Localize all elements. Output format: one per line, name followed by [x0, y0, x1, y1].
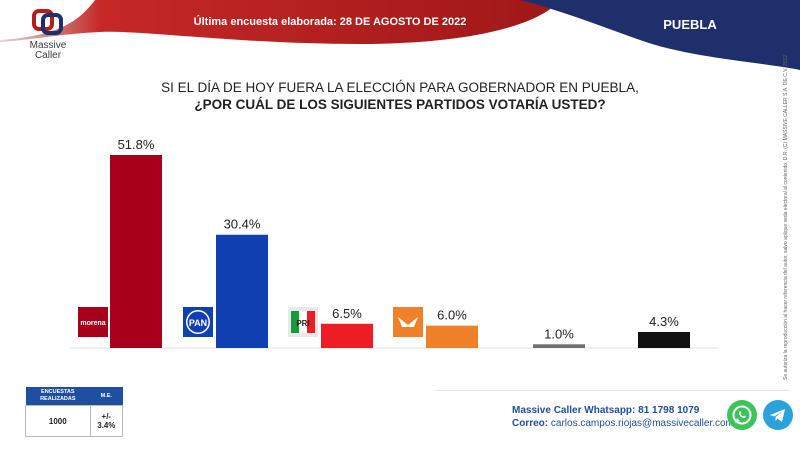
margin-error-header: M.E.	[90, 387, 123, 406]
whatsapp-label: Massive Caller Whatsapp:	[512, 405, 636, 416]
contact-whatsapp: Massive Caller Whatsapp: 81 1798 1079	[512, 405, 699, 416]
email-label: Correo:	[512, 418, 549, 429]
question-line-2: ¿POR CUÁL DE LOS SIGUIENTES PARTIDOS VOT…	[194, 97, 606, 112]
bar-1	[216, 234, 268, 348]
telegram-icon[interactable]	[763, 400, 793, 430]
morena-logo-icon: morena	[78, 307, 108, 337]
pan-logo-text: PAN	[189, 318, 207, 328]
survey-info-table: ENCUESTAS REALIZADAS M.E. 1000 +/- 3.4%	[25, 387, 124, 437]
whatsapp-glyph-icon	[732, 405, 752, 425]
surveys-header: ENCUESTAS REALIZADAS	[25, 387, 91, 406]
mc-logo-icon	[393, 307, 423, 337]
bar-value-label-1: 30.4%	[224, 217, 261, 232]
top-banner	[0, 0, 800, 70]
bar-value-label-0: 51.8%	[118, 137, 155, 152]
telegram-glyph-icon	[770, 409, 785, 422]
copyright-note: Se autoriza la reproducción al hacer ref…	[783, 55, 791, 380]
margin-error-value: +/- 3.4%	[89, 405, 124, 437]
copyright-text: Se autoriza la reproducción al hacer ref…	[783, 55, 789, 380]
pri-logo-text: PRI	[296, 319, 309, 328]
massive-caller-logo-icon	[32, 9, 63, 35]
whatsapp-icon[interactable]	[727, 400, 757, 430]
bar-value-label-2: 6.5%	[332, 306, 362, 321]
massive-caller-logo: Massive Caller	[18, 8, 78, 61]
question-line-1: SI EL DÍA DE HOY FUERA LA ELECCIÓN PARA …	[161, 80, 639, 95]
bar-2	[321, 323, 373, 348]
footer-divider	[435, 390, 790, 391]
bar-0	[110, 155, 162, 348]
bar-4	[533, 344, 585, 348]
survey-date: Última encuesta elaborada: 28 DE AGOSTO …	[193, 16, 467, 28]
brand-line-2: Caller	[34, 50, 62, 61]
surveys-value: 1000	[25, 405, 91, 437]
bar-value-label-3: 6.0%	[437, 308, 467, 323]
pri-logo-icon: PRI	[288, 307, 318, 337]
state-name: PUEBLA	[663, 17, 717, 32]
email-address[interactable]: carlos.campos.riojas@massivecaller.com	[550, 418, 734, 429]
morena-logo-text: morena	[80, 320, 105, 327]
whatsapp-number: 81 1798 1079	[638, 405, 700, 416]
bar-3	[426, 325, 478, 348]
brand-line-1: Massive	[29, 40, 67, 51]
bar-5	[638, 331, 690, 348]
bar-value-label-4: 1.0%	[544, 326, 574, 341]
pan-logo-icon: PAN	[183, 307, 213, 337]
bar-value-label-5: 4.3%	[649, 314, 679, 329]
contact-email: Correo: carlos.campos.riojas@massivecall…	[512, 418, 734, 429]
